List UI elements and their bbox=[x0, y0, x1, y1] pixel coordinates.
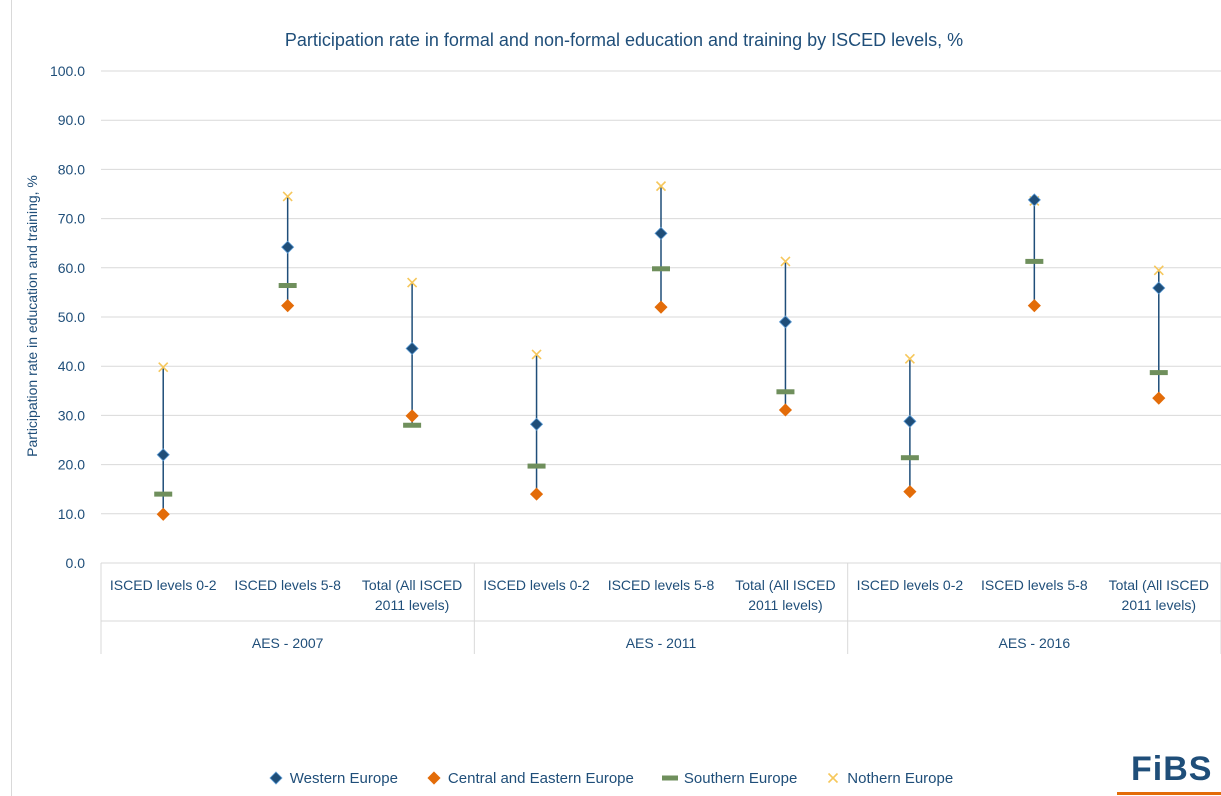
data-point-southern-europe bbox=[278, 283, 297, 289]
data-point-western-europe bbox=[156, 448, 170, 462]
legend-marker-icon bbox=[269, 771, 283, 785]
data-point-central-and-eastern-europe bbox=[529, 487, 544, 501]
fibs-logo: FiBS bbox=[1131, 750, 1213, 788]
category-label: Total (All ISCED 2011 levels) bbox=[362, 577, 462, 613]
legend-item: Nothern Europe bbox=[825, 770, 953, 787]
chart: Participation rate in formal and non-for… bbox=[24, 30, 1221, 654]
data-point-western-europe bbox=[281, 240, 295, 254]
data-point-nothern-europe bbox=[158, 362, 169, 373]
legend-marker bbox=[828, 772, 839, 784]
data-point-western-europe bbox=[1027, 193, 1041, 207]
legend-label: Nothern Europe bbox=[847, 769, 954, 787]
category-label: ISCED levels 5-8 bbox=[981, 577, 1088, 593]
y-tick-label: 30.0 bbox=[58, 407, 85, 423]
data-point-western-europe bbox=[903, 414, 917, 428]
data-point-central-and-eastern-europe bbox=[281, 299, 295, 313]
data-point-central-and-eastern-europe bbox=[1027, 299, 1041, 313]
y-tick-label: 100.0 bbox=[50, 63, 85, 79]
category-label: ISCED levels 0-2 bbox=[857, 577, 964, 593]
group-label: AES - 2011 bbox=[626, 635, 697, 651]
legend: Western Europe Central and Eastern Europe… bbox=[0, 766, 1221, 790]
category-label: ISCED levels 0-2 bbox=[110, 577, 217, 593]
y-tick-label: 20.0 bbox=[58, 457, 85, 473]
data-point-nothern-europe bbox=[1153, 265, 1164, 276]
y-tick-label: 80.0 bbox=[58, 161, 85, 177]
data-point-central-and-eastern-europe bbox=[405, 409, 419, 423]
legend-marker-icon bbox=[427, 771, 441, 785]
data-point-central-and-eastern-europe bbox=[654, 300, 668, 314]
data-point-southern-europe bbox=[1149, 370, 1168, 376]
data-point-nothern-europe bbox=[904, 353, 915, 364]
legend-marker-icon bbox=[828, 772, 839, 784]
category-label: ISCED levels 5-8 bbox=[608, 577, 715, 593]
group-label: AES - 2007 bbox=[252, 635, 324, 651]
data-point-southern-europe bbox=[527, 463, 546, 469]
data-point-southern-europe bbox=[900, 455, 919, 461]
data-point-western-europe bbox=[778, 315, 793, 329]
legend-item: Southern Europe bbox=[661, 769, 798, 787]
data-point-central-and-eastern-europe bbox=[156, 507, 170, 521]
category-label: Total (All ISCED 2011 levels) bbox=[735, 577, 835, 613]
chart-title: Participation rate in formal and non-for… bbox=[285, 30, 963, 50]
y-tick-label: 0.0 bbox=[66, 555, 86, 571]
data-point-southern-europe bbox=[652, 266, 670, 272]
data-point-nothern-europe bbox=[655, 181, 667, 192]
legend-marker bbox=[661, 775, 678, 781]
data-point-southern-europe bbox=[154, 491, 173, 497]
category-label: Total (All ISCED 2011 levels) bbox=[1109, 577, 1209, 613]
legend-item: Western Europe bbox=[268, 770, 398, 787]
legend-label: Central and Eastern Europe bbox=[447, 769, 634, 787]
data-point-nothern-europe bbox=[282, 191, 293, 202]
logo-underline bbox=[1117, 792, 1221, 795]
legend-marker bbox=[269, 771, 283, 785]
legend-label: Southern Europe bbox=[683, 769, 798, 787]
data-point-southern-europe bbox=[776, 389, 795, 395]
y-tick-label: 10.0 bbox=[58, 506, 85, 522]
y-axis-label: Participation rate in education and trai… bbox=[24, 175, 40, 457]
data-point-western-europe bbox=[654, 226, 668, 240]
legend-item: Central and Eastern Europe bbox=[426, 770, 634, 787]
legend-label: Western Europe bbox=[289, 769, 398, 787]
data-point-southern-europe bbox=[403, 422, 422, 428]
data-point-central-and-eastern-europe bbox=[1152, 391, 1166, 405]
legend-marker-icon bbox=[661, 775, 678, 781]
data-point-southern-europe bbox=[1025, 258, 1044, 264]
y-tick-label: 50.0 bbox=[58, 309, 85, 325]
data-point-nothern-europe bbox=[407, 277, 418, 288]
data-point-nothern-europe bbox=[780, 256, 791, 267]
data-point-central-and-eastern-europe bbox=[903, 485, 917, 499]
chart-frame bbox=[11, 0, 1221, 796]
data-point-western-europe bbox=[405, 341, 419, 356]
data-point-central-and-eastern-europe bbox=[778, 403, 793, 417]
group-label: AES - 2016 bbox=[999, 635, 1071, 651]
category-label: ISCED levels 0-2 bbox=[483, 577, 590, 593]
y-tick-label: 40.0 bbox=[58, 358, 85, 374]
y-tick-label: 60.0 bbox=[58, 260, 85, 276]
legend-marker bbox=[427, 771, 441, 785]
data-point-western-europe bbox=[529, 417, 544, 431]
data-point-western-europe bbox=[1152, 281, 1166, 295]
y-tick-label: 70.0 bbox=[58, 211, 85, 227]
y-tick-label: 90.0 bbox=[58, 112, 85, 128]
data-point-nothern-europe bbox=[531, 349, 542, 360]
category-label: ISCED levels 5-8 bbox=[234, 577, 341, 593]
